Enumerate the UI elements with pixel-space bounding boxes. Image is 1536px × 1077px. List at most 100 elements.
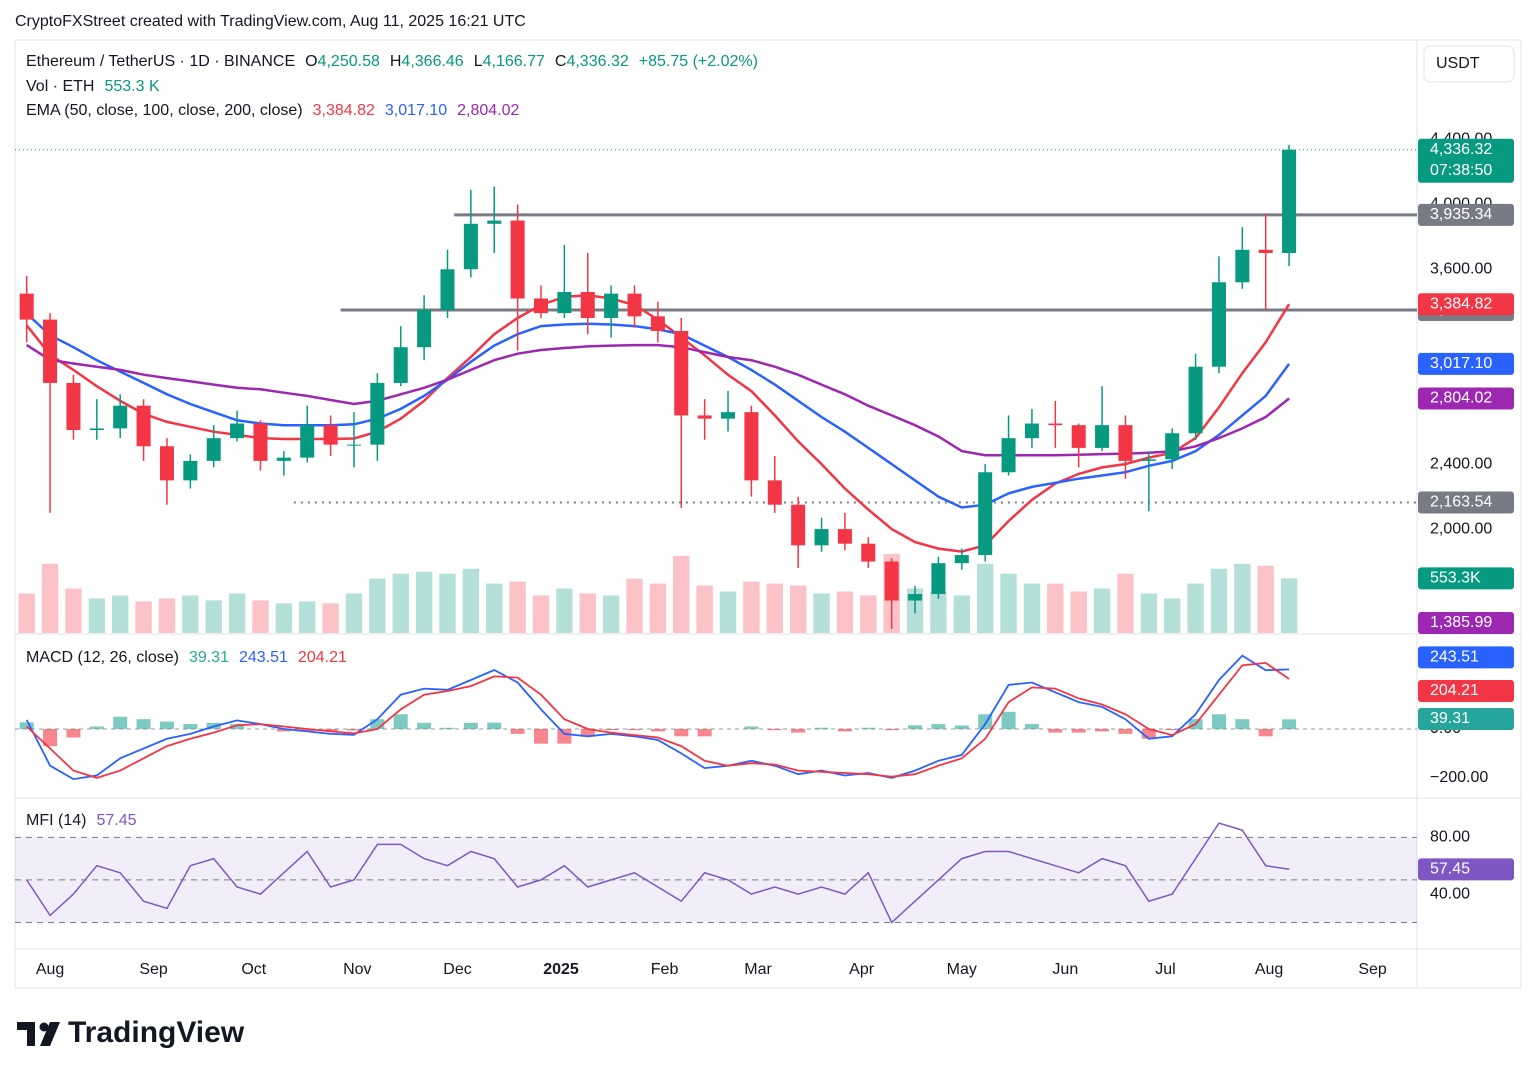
histogram-bar	[814, 727, 829, 729]
histogram-bar	[276, 728, 291, 732]
x-tick-label: Jun	[1052, 961, 1078, 978]
price-tag-label: 3,017.10	[1430, 355, 1492, 372]
candle-body	[1095, 425, 1110, 448]
volume-bar	[486, 583, 503, 633]
ohlc-value: 4,366.46	[401, 53, 463, 70]
volume-bar	[836, 591, 854, 633]
mfi-value: 57.45	[96, 812, 136, 829]
histogram-bar	[1024, 724, 1039, 729]
candle-body	[510, 220, 525, 299]
candle-body	[1211, 282, 1226, 367]
candle-body	[159, 446, 174, 481]
histogram-value: 39.31	[189, 649, 229, 666]
histogram-bar	[627, 728, 642, 731]
x-tick-label: Jul	[1155, 961, 1175, 978]
candle-body	[604, 293, 619, 318]
histogram-bar	[417, 722, 432, 729]
volume-bar	[322, 603, 339, 633]
volume-bar	[1234, 563, 1251, 633]
price-tag	[1418, 707, 1514, 730]
candle-body	[487, 220, 502, 224]
histogram-bar	[113, 716, 128, 729]
histogram-bar	[346, 728, 361, 731]
symbol: Ethereum / TetherUS · 1D · BINANCE	[26, 53, 295, 70]
volume-bar	[1070, 591, 1087, 633]
candle-body	[1188, 366, 1203, 434]
price-tag-label: 243.51	[1430, 649, 1479, 666]
candle-body	[557, 292, 572, 314]
candle-body	[627, 293, 642, 317]
price-tag	[1418, 352, 1514, 375]
volume-bar	[112, 595, 129, 633]
candle-body	[230, 423, 245, 439]
legend: Ethereum / TetherUS · 1D · BINANCE O4,250…	[26, 53, 758, 70]
volume-bar	[579, 593, 596, 633]
volume-bar	[719, 591, 737, 633]
histogram-bar	[580, 728, 595, 737]
volume-bar	[1023, 583, 1041, 633]
candle-body	[954, 555, 969, 564]
volume-bar	[41, 563, 59, 633]
histogram-bar	[66, 728, 81, 738]
macd-line	[25, 654, 1290, 781]
volume-title: Vol · ETH	[26, 78, 94, 95]
candle-body	[206, 438, 221, 461]
candle-body	[580, 292, 595, 318]
price-tag-label: 3,384.82	[1430, 295, 1492, 312]
volume-bar	[135, 601, 152, 633]
histogram-bar	[1048, 728, 1063, 733]
legend: EMA (50, close, 100, close, 200, close) 3…	[26, 102, 520, 119]
volume-bar	[299, 601, 316, 633]
candle-body	[1048, 423, 1063, 426]
volume-bar	[556, 588, 573, 633]
ohlc-value: 4,250.58	[318, 53, 380, 70]
currency: USDT	[1436, 55, 1480, 72]
candle-body	[533, 298, 549, 314]
volume-bar	[252, 600, 269, 633]
histogram-bar	[1235, 719, 1250, 729]
volume-bar	[18, 593, 35, 633]
countdown: 07:38:50	[1430, 162, 1492, 179]
price-tag-label: 204.21	[1430, 682, 1479, 699]
candle-body	[1282, 149, 1297, 254]
histogram-bar	[744, 726, 759, 729]
histogram-bar	[510, 728, 525, 734]
ohlc-key: L	[474, 53, 483, 70]
price-tag	[1418, 612, 1514, 634]
volume-bar	[743, 581, 760, 633]
y-tick-label: −200.00	[1430, 769, 1488, 786]
volume-bar	[228, 593, 246, 633]
histogram-bar	[650, 728, 665, 732]
candle-body	[276, 457, 291, 461]
mfi-line	[26, 822, 1290, 924]
candle-body	[1024, 423, 1039, 439]
x-tick-label: 2025	[543, 961, 579, 978]
x-tick-label: Apr	[849, 961, 875, 978]
x-tick-label: Dec	[443, 961, 471, 978]
volume-bar	[182, 595, 199, 633]
candle-body	[1258, 249, 1273, 254]
ema-value: 3,017.10	[385, 102, 447, 119]
x-tick-label: Nov	[343, 961, 371, 978]
price-tag	[1418, 858, 1514, 881]
histogram-bar	[533, 728, 549, 744]
candle-body	[837, 529, 852, 544]
histogram-bar	[300, 728, 315, 732]
candle-body	[931, 563, 946, 595]
candle-body	[300, 425, 315, 458]
histogram-bar	[861, 727, 876, 729]
histogram-bar	[43, 728, 58, 747]
histogram-bar	[604, 728, 619, 731]
price-tag	[1418, 567, 1514, 590]
histogram-bar	[954, 725, 969, 729]
macd-value: 243.51	[239, 649, 288, 666]
histogram-bar	[697, 728, 712, 737]
legend: MFI (14) 57.45	[26, 812, 137, 829]
ohlc-key: O	[305, 53, 317, 70]
macd-title: MACD (12, 26, close)	[26, 649, 179, 666]
volume-value: 553.3 K	[104, 78, 159, 95]
volume-bar	[789, 585, 807, 633]
candle-body	[1165, 433, 1180, 460]
histogram-bar	[393, 714, 408, 729]
